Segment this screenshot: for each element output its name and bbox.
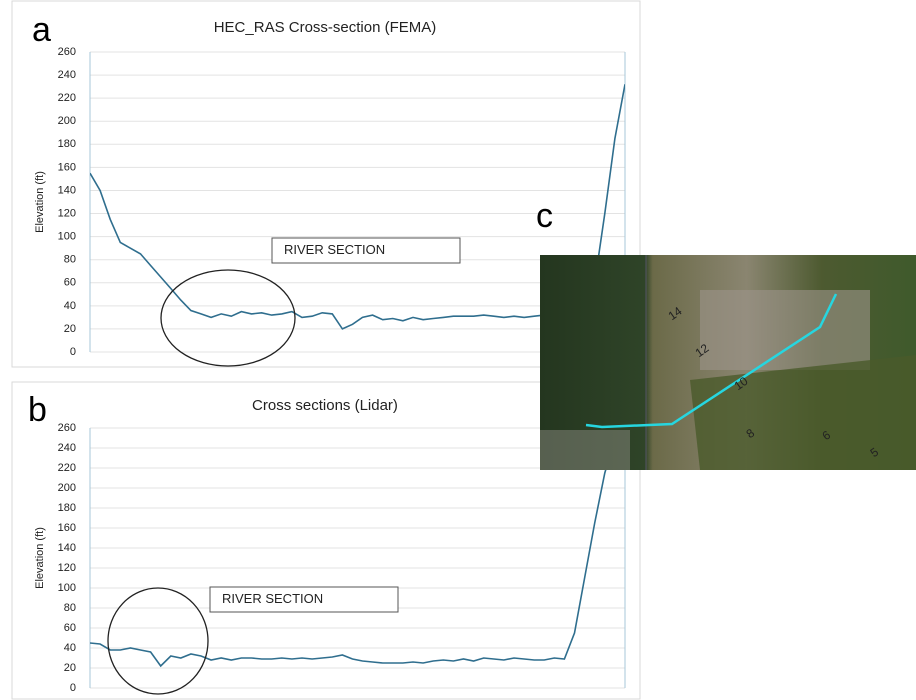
annotation: RIVER SECTION [284,242,385,257]
y-axis-label: Elevation (ft) [34,171,46,233]
chart-title: Cross sections (Lidar) [252,397,398,414]
y-tick-label: 160 [58,522,76,534]
y-tick-label: 260 [58,422,76,434]
y-tick-label: 80 [64,254,76,266]
annotation-box [271,237,461,264]
data-line [90,84,625,330]
y-tick-label: 200 [58,482,76,494]
panel-label: a [32,11,51,49]
y-tick-label: 40 [64,642,76,654]
y-tick-label: 120 [58,207,76,219]
village [540,430,630,470]
urban-area [700,290,870,370]
river-circle [160,269,296,367]
y-tick-label: 60 [64,622,76,634]
y-tick-label: 60 [64,277,76,289]
y-tick-label: 160 [58,161,76,173]
y-tick-label: 140 [58,542,76,554]
y-tick-label: 80 [64,602,76,614]
annotation: RIVER SECTION [222,591,323,606]
cross-section-line [585,293,838,429]
panel-label: c [536,197,553,235]
y-tick-label: 180 [58,138,76,150]
y-tick-label: 100 [58,231,76,243]
y-tick-label: 20 [64,662,76,674]
data-line [90,429,625,668]
panel-frame [11,381,641,700]
y-tick-label: 140 [58,184,76,196]
y-tick-label: 240 [58,442,76,454]
y-tick-label: 240 [58,69,76,81]
y-tick-label: 260 [58,46,76,58]
y-tick-label: 220 [58,92,76,104]
chart-title: HEC_RAS Cross-section (FEMA) [214,19,437,36]
y-tick-label: 180 [58,502,76,514]
y-tick-label: 220 [58,462,76,474]
y-tick-label: 20 [64,323,76,335]
panel-label: b [28,391,47,429]
annotation-box [209,586,399,613]
fields [690,355,916,470]
y-tick-label: 40 [64,300,76,312]
y-tick-label: 0 [70,346,76,358]
river-circle [107,587,209,695]
y-tick-label: 0 [70,682,76,694]
y-tick-label: 200 [58,115,76,127]
y-tick-label: 120 [58,562,76,574]
y-tick-label: 100 [58,582,76,594]
y-axis-label: Elevation (ft) [34,527,46,589]
